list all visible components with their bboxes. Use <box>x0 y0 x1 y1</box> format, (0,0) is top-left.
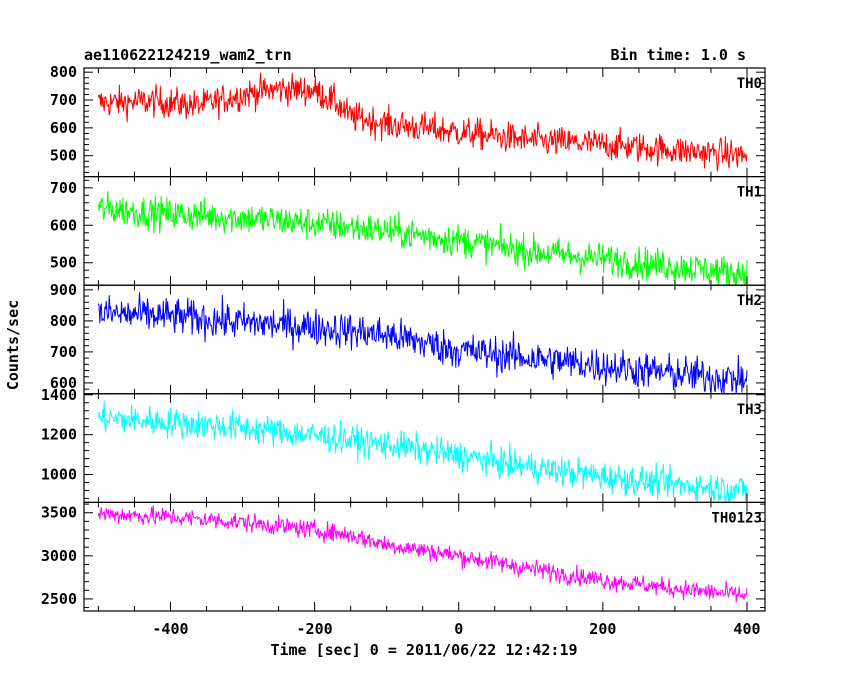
y-tick-label: 600 <box>50 374 77 392</box>
y-tick-label: 700 <box>50 91 77 109</box>
y-tick-label: 700 <box>50 343 77 361</box>
x-tick-label: -400 <box>152 620 188 638</box>
y-tick-label: 600 <box>50 216 77 234</box>
panels-group: 500 600 700 800 TH0 500 600 700 TH1 600 700 800 900 T… <box>41 63 766 638</box>
x-axis-label: Time [sec] 0 = 2011/06/22 12:42:19 <box>270 641 577 659</box>
bin-time-label: Bin time: 1.0 s <box>611 46 746 64</box>
series-line-th1 <box>97 191 748 286</box>
y-tick-label: 800 <box>50 63 77 81</box>
y-axis-label: Counts/sec <box>4 300 22 390</box>
panel-frame <box>83 284 766 395</box>
panel-frame <box>83 176 766 286</box>
y-tick-label: 500 <box>50 254 77 272</box>
panel-label-th1: TH1 <box>737 185 762 201</box>
chart-title: ae110622124219_wam2_trn <box>84 46 292 64</box>
y-tick-label: 1200 <box>41 426 77 444</box>
panel-th0: 500 600 700 800 TH0 <box>50 63 766 178</box>
panel-label-th0: TH0 <box>737 76 762 92</box>
series-line-th0123 <box>97 505 748 603</box>
y-tick-label: 500 <box>50 147 77 165</box>
x-tick-label: 200 <box>589 620 616 638</box>
panel-frame <box>83 501 766 612</box>
x-tick-label: 0 <box>454 620 463 638</box>
series-line-th0 <box>97 72 748 172</box>
y-tick-label: 3000 <box>41 547 77 565</box>
y-tick-label: 900 <box>50 281 77 299</box>
panel-label-th0123: TH0123 <box>711 510 762 526</box>
panel-th1: 500 600 700 TH1 <box>50 176 766 286</box>
y-tick-label: 1400 <box>41 386 77 404</box>
y-tick-label: 1000 <box>41 466 77 484</box>
panel-th3: 1000 1200 1400 TH3 <box>41 386 766 503</box>
y-tick-label: 700 <box>50 179 77 197</box>
y-tick-label: 2500 <box>41 590 77 608</box>
x-tick-label: -200 <box>297 620 333 638</box>
series-line-th2 <box>97 292 748 394</box>
y-tick-label: 3500 <box>41 504 77 522</box>
panel-th2: 600 700 800 900 TH2 <box>50 281 766 395</box>
panel-label-th2: TH2 <box>737 293 762 309</box>
y-tick-label: 600 <box>50 119 77 137</box>
panel-label-th3: TH3 <box>737 402 762 418</box>
y-tick-label: 800 <box>50 312 77 330</box>
series-line-th3 <box>97 400 748 503</box>
panel-th0123: 2500 3000 3500 TH0123 <box>41 501 766 612</box>
x-tick-label: 400 <box>733 620 760 638</box>
